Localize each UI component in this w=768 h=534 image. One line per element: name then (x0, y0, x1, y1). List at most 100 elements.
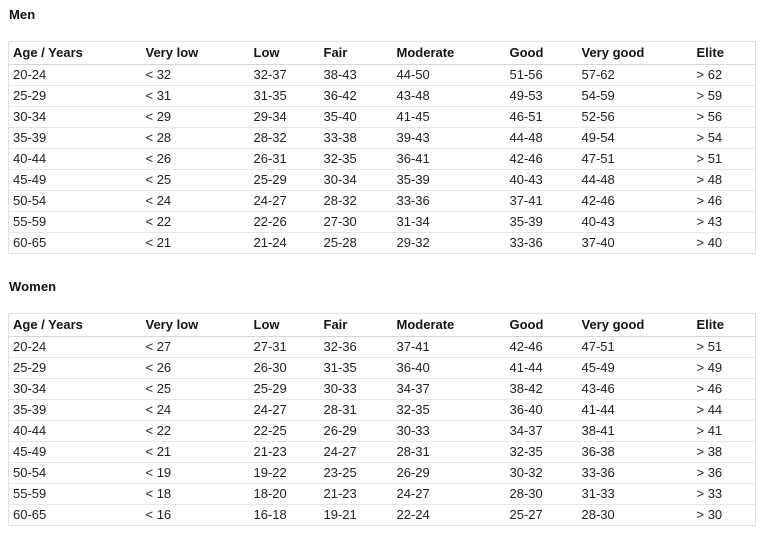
range-cell: < 25 (141, 169, 250, 191)
range-cell: 54-59 (577, 85, 693, 107)
range-cell: 38-42 (505, 378, 578, 400)
table-row: 20-24 < 27 27-31 32-36 37-41 42-46 47-51 > 51 (8, 336, 756, 358)
women-table-header: Age / Years Very low Low Fair Moderate Good Ve… (8, 313, 756, 337)
table-row: 45-49 < 25 25-29 30-34 35-39 40-43 44-48 > 48 (8, 169, 756, 191)
age-group-cell: 50-54 (8, 190, 142, 212)
range-cell: > 54 (692, 127, 756, 149)
range-cell: 29-32 (396, 235, 430, 250)
range-cell: > 44 (692, 399, 756, 421)
range-cell: < 32 (141, 64, 250, 86)
range-cell: 21-23 (319, 483, 393, 505)
range-cell: 43-48 (392, 85, 506, 107)
range-cell: 37-40 (581, 235, 615, 250)
age-group-cell: 20-24 (8, 336, 142, 358)
range-cell: 35-39 (392, 169, 506, 191)
range-cell: 30-33 (392, 420, 506, 442)
column-header: Elite (692, 313, 756, 337)
range-cell: 46-51 (505, 106, 578, 128)
range-cell: < 29 (141, 106, 250, 128)
range-cell: 49-54 (577, 127, 693, 149)
range-cell: 24-27 (249, 399, 320, 421)
range-cell: 42-46 (505, 336, 578, 358)
range-cell: 35-40 (319, 106, 393, 128)
age-group-cell: 60-65 (13, 235, 47, 250)
table-row: 40-44 < 22 22-25 26-29 30-33 34-37 38-41 > 41 (8, 420, 756, 442)
range-cell: < 19 (141, 462, 250, 484)
range-cell: > 48 (692, 169, 756, 191)
range-cell: 31-35 (319, 357, 393, 379)
range-cell: > 40 (696, 235, 723, 250)
range-cell: < 16 (145, 507, 172, 522)
range-cell: 40-43 (505, 169, 578, 191)
table-row: 30-34 < 25 25-29 30-33 34-37 38-42 43-46 > 46 (8, 378, 756, 400)
table-row: 25-29 < 31 31-35 36-42 43-48 49-53 54-59 > 59 (8, 85, 756, 107)
range-cell: 33-36 (577, 462, 693, 484)
age-group-cell: 30-34 (8, 106, 142, 128)
range-cell: 44-50 (392, 64, 506, 86)
range-cell: < 24 (141, 190, 250, 212)
range-cell: 25-28 (323, 235, 357, 250)
men-table-header: Age / Years Very low Low Fair Moderate Good Ve… (8, 41, 756, 65)
column-header: Age / Years (8, 41, 142, 65)
age-group-cell: 50-54 (8, 462, 142, 484)
women-section: Women Age / Years Very low Low Fair Moderate… (8, 280, 760, 526)
age-group-cell: 30-34 (8, 378, 142, 400)
range-cell: 26-29 (319, 420, 393, 442)
range-cell: < 25 (141, 378, 250, 400)
range-cell: 41-44 (577, 399, 693, 421)
age-group-cell: 55-59 (8, 483, 142, 505)
range-cell: 28-31 (319, 399, 393, 421)
range-cell: 25-29 (249, 378, 320, 400)
table-row: 50-54 < 24 24-27 28-32 33-36 37-41 42-46 > 46 (8, 190, 756, 212)
range-cell: 25-27 (509, 507, 543, 522)
range-cell: 29-34 (249, 106, 320, 128)
range-cell: 36-38 (577, 441, 693, 463)
women-table-body: 20-24 < 27 27-31 32-36 37-41 42-46 47-51 > 51 25… (8, 336, 756, 526)
column-header: Fair (319, 41, 393, 65)
men-fitness-table: Age / Years Very low Low Fair Moderate Good Ve… (8, 41, 756, 254)
range-cell: 19-21 (323, 507, 357, 522)
range-cell: < 24 (141, 399, 250, 421)
range-cell: 22-24 (396, 507, 430, 522)
range-cell: 21-23 (249, 441, 320, 463)
range-cell: 28-32 (249, 127, 320, 149)
age-group-cell: 40-44 (8, 148, 142, 170)
range-cell: 24-27 (249, 190, 320, 212)
range-cell: 42-46 (577, 190, 693, 212)
range-cell: < 26 (141, 148, 250, 170)
range-cell: 51-56 (505, 64, 578, 86)
header-row: Age / Years Very low Low Fair Moderate Good Ve… (8, 313, 756, 337)
range-cell: 44-48 (505, 127, 578, 149)
column-header: Moderate (392, 313, 506, 337)
range-cell: 18-20 (249, 483, 320, 505)
range-cell: 26-31 (249, 148, 320, 170)
range-cell: 28-30 (505, 483, 578, 505)
range-cell: 52-56 (577, 106, 693, 128)
men-section: Men Age / Years Very low Low Fair Moderate Go… (8, 8, 760, 254)
range-cell: 24-27 (392, 483, 506, 505)
range-cell: 47-51 (577, 336, 693, 358)
range-cell: < 21 (141, 441, 250, 463)
range-cell: 36-42 (319, 85, 393, 107)
range-cell: 28-30 (581, 507, 615, 522)
range-cell: 47-51 (577, 148, 693, 170)
range-cell: 33-36 (509, 235, 543, 250)
range-cell: 36-40 (505, 399, 578, 421)
column-header: Good (505, 313, 578, 337)
range-cell: 57-62 (577, 64, 693, 86)
column-header: Very good (577, 41, 693, 65)
range-cell: 27-30 (319, 211, 393, 233)
column-header: Elite (692, 41, 756, 65)
range-cell: 24-27 (319, 441, 393, 463)
range-cell: 49-53 (505, 85, 578, 107)
range-cell: < 22 (141, 211, 250, 233)
range-cell: > 51 (692, 336, 756, 358)
range-cell: < 21 (145, 235, 172, 250)
range-cell: > 49 (692, 357, 756, 379)
range-cell: < 31 (141, 85, 250, 107)
range-cell: 26-29 (392, 462, 506, 484)
table-row: 40-44 < 26 26-31 32-35 36-41 42-46 47-51 > 51 (8, 148, 756, 170)
column-header: Very good (577, 313, 693, 337)
column-header: Moderate (392, 41, 506, 65)
range-cell: > 59 (692, 85, 756, 107)
